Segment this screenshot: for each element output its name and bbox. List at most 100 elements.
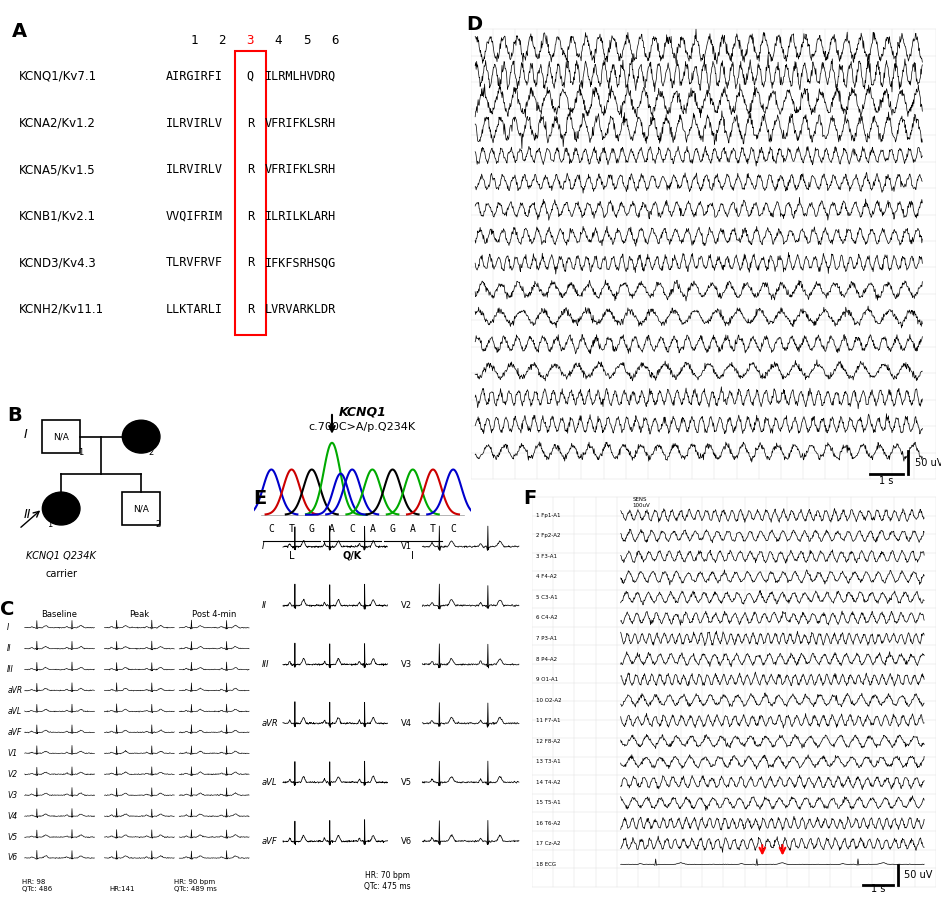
Text: V6: V6 [401, 836, 412, 845]
Text: T: T [289, 524, 295, 534]
Text: R: R [247, 303, 254, 316]
Text: VVQIFRIM: VVQIFRIM [166, 210, 223, 223]
Text: Q/K: Q/K [343, 551, 361, 561]
Text: II: II [24, 509, 31, 521]
Text: AIRGIRFI: AIRGIRFI [166, 70, 223, 83]
Text: N/A: N/A [134, 504, 149, 513]
Text: A: A [410, 524, 416, 534]
Text: ILRVIRLV: ILRVIRLV [166, 163, 223, 176]
Text: I: I [411, 551, 414, 561]
Text: 10 O2-A2: 10 O2-A2 [535, 698, 562, 703]
Text: V2: V2 [401, 601, 412, 610]
Text: 2: 2 [218, 34, 226, 47]
Text: I: I [24, 428, 27, 441]
Text: V5: V5 [8, 833, 17, 842]
Text: 100uV: 100uV [632, 503, 650, 508]
Text: G: G [390, 524, 395, 534]
Text: N/A: N/A [54, 432, 69, 441]
Text: IFKFSRHSQG: IFKFSRHSQG [264, 257, 336, 269]
Text: aVL: aVL [8, 707, 22, 716]
Text: L: L [289, 551, 295, 561]
Text: 13 T3-A1: 13 T3-A1 [535, 760, 560, 764]
Text: V1: V1 [401, 542, 412, 551]
Text: KCNH2/Kv11.1: KCNH2/Kv11.1 [19, 303, 104, 316]
Text: 4: 4 [275, 34, 282, 47]
Text: aVL: aVL [262, 778, 277, 787]
Text: V6: V6 [8, 854, 17, 863]
Text: KCNA2/Kv1.2: KCNA2/Kv1.2 [19, 117, 96, 130]
Text: 14 T4-A2: 14 T4-A2 [535, 780, 560, 785]
Text: SENS: SENS [632, 497, 647, 502]
Text: Peak: Peak [129, 610, 150, 619]
Text: 2 Fp2-A2: 2 Fp2-A2 [535, 533, 560, 539]
Text: C: C [0, 600, 14, 619]
Text: 6: 6 [331, 34, 339, 47]
FancyBboxPatch shape [42, 420, 80, 453]
Text: KCNB1/Kv2.1: KCNB1/Kv2.1 [19, 210, 96, 223]
Text: R: R [247, 163, 254, 176]
Text: V4: V4 [8, 812, 17, 821]
Text: ILRVIRLV: ILRVIRLV [166, 117, 223, 130]
Text: aVR: aVR [262, 719, 279, 728]
Text: KCNA5/Kv1.5: KCNA5/Kv1.5 [19, 163, 95, 176]
Text: 15 T5-A1: 15 T5-A1 [535, 801, 560, 805]
Text: 5: 5 [303, 34, 311, 47]
Text: 17 Cz-A2: 17 Cz-A2 [535, 842, 560, 846]
Text: 6 C4-A2: 6 C4-A2 [535, 615, 557, 621]
Text: aVF: aVF [8, 728, 22, 737]
Text: 50 uV: 50 uV [916, 457, 941, 467]
Text: III: III [262, 660, 269, 669]
Text: LLKTARLI: LLKTARLI [166, 303, 223, 316]
Text: ILRILKLARH: ILRILKLARH [264, 210, 336, 223]
Text: 4 F4-A2: 4 F4-A2 [535, 574, 557, 580]
Text: C: C [268, 524, 275, 534]
Text: HR: 98
QTc: 486: HR: 98 QTc: 486 [23, 879, 53, 892]
Text: LVRVARKLDR: LVRVARKLDR [264, 303, 336, 316]
Text: V4: V4 [401, 719, 412, 728]
Text: V5: V5 [401, 778, 412, 787]
Circle shape [122, 420, 160, 453]
Text: 1 s: 1 s [879, 476, 894, 486]
Text: Baseline: Baseline [41, 610, 77, 619]
Text: 16 T6-A2: 16 T6-A2 [535, 821, 560, 826]
Text: HR: 70 bpm
QTc: 475 ms: HR: 70 bpm QTc: 475 ms [364, 871, 411, 891]
Text: 3 F3-A1: 3 F3-A1 [535, 554, 557, 559]
Text: G: G [309, 524, 314, 534]
Text: 5 C3-A1: 5 C3-A1 [535, 595, 557, 600]
Text: KCNQ1 Q234K: KCNQ1 Q234K [26, 551, 96, 561]
Text: aVF: aVF [262, 836, 278, 845]
Text: A: A [370, 524, 375, 534]
Text: III: III [8, 665, 14, 674]
Text: A: A [12, 22, 27, 41]
Text: D: D [466, 16, 482, 35]
Text: R: R [247, 117, 254, 130]
Text: V1: V1 [8, 749, 17, 758]
FancyBboxPatch shape [122, 492, 160, 525]
Text: II: II [8, 644, 11, 653]
Text: HR: 90 bpm
QTc: 489 ms: HR: 90 bpm QTc: 489 ms [174, 879, 217, 892]
Text: 7 P3-A1: 7 P3-A1 [535, 636, 557, 641]
Text: KCND3/Kv4.3: KCND3/Kv4.3 [19, 257, 97, 269]
Text: 1 Fp1-A1: 1 Fp1-A1 [535, 513, 560, 518]
Text: 2: 2 [149, 448, 153, 457]
Text: aVR: aVR [8, 686, 23, 695]
Text: T: T [430, 524, 436, 534]
Text: I: I [8, 624, 9, 632]
Text: 50 uV: 50 uV [904, 870, 933, 879]
Text: 3: 3 [247, 34, 254, 47]
Text: B: B [7, 405, 22, 425]
Text: 12 F8-A2: 12 F8-A2 [535, 739, 560, 744]
Text: c.700C>A/p.Q234K: c.700C>A/p.Q234K [309, 422, 416, 432]
Text: TLRVFRVF: TLRVFRVF [166, 257, 223, 269]
Text: R: R [247, 257, 254, 269]
Text: I: I [262, 542, 264, 551]
Text: V2: V2 [8, 770, 17, 779]
Text: HR:141: HR:141 [109, 886, 135, 892]
Text: E: E [253, 489, 266, 508]
Text: 1 s: 1 s [870, 884, 885, 894]
Text: carrier: carrier [45, 570, 77, 579]
Text: A: A [329, 524, 335, 534]
Text: Post 4-min: Post 4-min [192, 610, 236, 619]
Circle shape [42, 492, 80, 525]
Text: 2: 2 [155, 520, 161, 529]
